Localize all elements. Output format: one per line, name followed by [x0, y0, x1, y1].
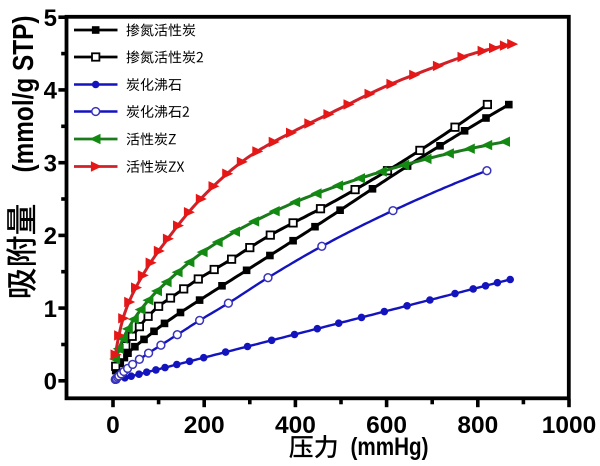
svg-text:800: 800 — [457, 412, 498, 439]
svg-text:4: 4 — [44, 78, 58, 105]
svg-text:0: 0 — [106, 412, 120, 439]
svg-text:(mmol/g STP): (mmol/g STP) — [8, 16, 40, 173]
svg-text:200: 200 — [184, 412, 225, 439]
svg-text:400: 400 — [275, 412, 316, 439]
svg-text:600: 600 — [366, 412, 407, 439]
svg-text:0: 0 — [44, 369, 57, 396]
svg-text:1000: 1000 — [542, 412, 597, 439]
svg-text:2: 2 — [44, 223, 57, 250]
svg-text:3: 3 — [44, 150, 57, 177]
svg-text:(mmHg): (mmHg) — [351, 433, 429, 461]
svg-text:5: 5 — [44, 5, 57, 32]
svg-text:1: 1 — [44, 296, 57, 323]
